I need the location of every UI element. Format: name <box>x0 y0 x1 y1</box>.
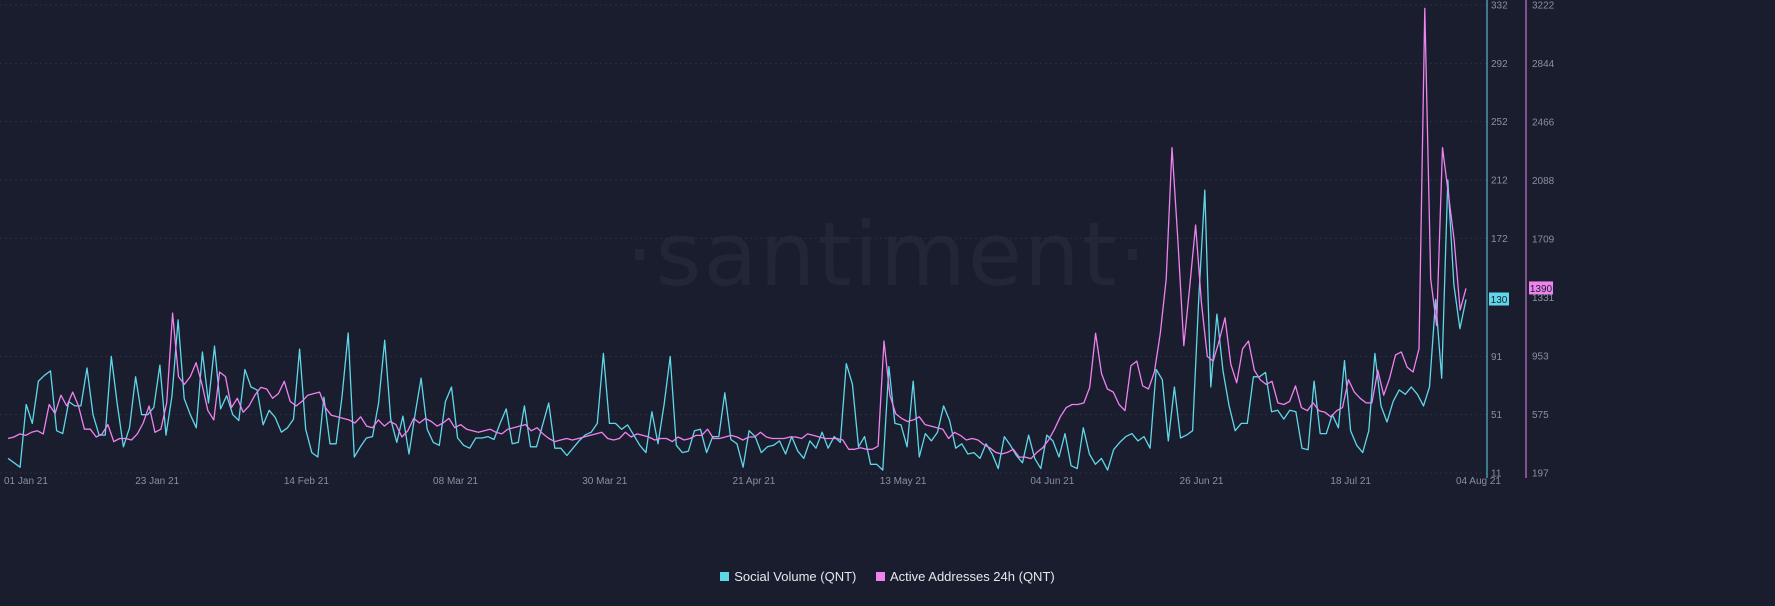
left-current-value-badge <box>1489 292 1509 306</box>
x-tick-label-7: 04 Jun 21 <box>1030 476 1074 487</box>
right-tick-label-9: 197 <box>1532 469 1549 480</box>
x-tick-label-9: 18 Jul 21 <box>1330 476 1371 487</box>
series-line-social-volume <box>7 179 1467 471</box>
right-current-value-label: 1390 <box>1530 284 1553 295</box>
right-tick-label-4: 1709 <box>1532 235 1555 246</box>
left-current-value-label: 130 <box>1491 295 1508 306</box>
right-tick-label-8: 575 <box>1532 410 1549 421</box>
right-tick-label-0: 3222 <box>1532 1 1555 12</box>
left-tick-label-8: 11 <box>1491 469 1502 480</box>
x-tick-label-4: 30 Mar 21 <box>582 476 627 487</box>
left-tick-label-6: 91 <box>1491 352 1503 363</box>
x-tick-label-6: 13 May 21 <box>880 476 927 487</box>
x-tick-label-0: 01 Jan 21 <box>4 476 48 487</box>
watermark-text: ·santiment· <box>626 203 1149 306</box>
legend-label-social-volume: Social Volume (QNT) <box>734 569 857 584</box>
right-tick-label-3: 2088 <box>1532 176 1555 187</box>
right-tick-label-2: 2466 <box>1532 117 1555 128</box>
left-tick-label-0: 332 <box>1491 1 1508 12</box>
legend-item-social-volume[interactable]: Social Volume (QNT) <box>720 569 856 584</box>
left-tick-label-3: 212 <box>1491 175 1508 186</box>
series-layer <box>7 7 1467 471</box>
x-tick-label-2: 14 Feb 21 <box>284 476 329 487</box>
right-current-value-badge <box>1529 281 1553 295</box>
left-tick-label-2: 252 <box>1491 117 1508 128</box>
x-tick-label-1: 23 Jan 21 <box>135 476 179 487</box>
left-tick-label-7: 51 <box>1491 410 1503 421</box>
left-tick-label-4: 172 <box>1491 234 1508 245</box>
legend-swatch-active-addresses <box>875 572 885 581</box>
axis-layer: 332 292 252 212 172 130 91 51 11 3222 2844 2466 2088… <box>4 0 1555 487</box>
x-tick-label-10: 04 Aug 21 <box>1456 476 1501 487</box>
x-tick-label-8: 26 Jun 21 <box>1180 476 1224 487</box>
legend-item-active-addresses[interactable]: Active Addresses 24h (QNT) <box>875 569 1055 584</box>
legend-label-active-addresses: Active Addresses 24h (QNT) <box>889 569 1055 584</box>
right-tick-label-6: 1331 <box>1532 293 1555 304</box>
left-tick-label-1: 292 <box>1491 59 1508 70</box>
x-tick-label-3: 08 Mar 21 <box>433 476 478 487</box>
series-line-active-addresses <box>7 7 1467 460</box>
right-tick-label-7: 953 <box>1532 352 1549 363</box>
legend: Social Volume (QNT) Active Addresses 24h… <box>0 569 1775 584</box>
right-tick-label-1: 2844 <box>1532 59 1555 70</box>
x-tick-label-5: 21 Apr 21 <box>733 476 776 487</box>
legend-swatch-social-volume <box>720 572 730 581</box>
